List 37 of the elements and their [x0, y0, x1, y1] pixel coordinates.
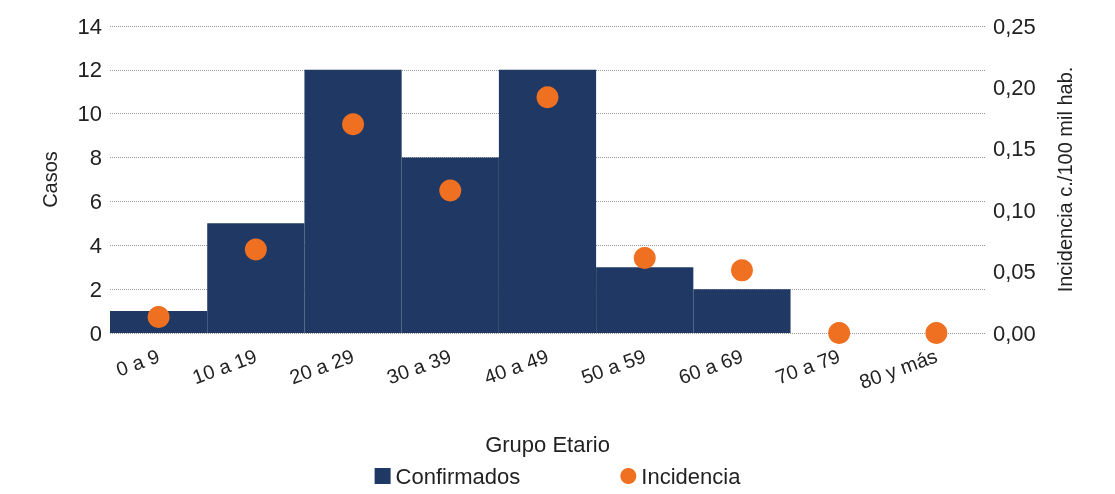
y-tick-label: 0 — [89, 320, 102, 346]
point — [925, 322, 948, 344]
point — [730, 259, 753, 282]
point — [244, 238, 267, 261]
legend-label: Confirmados — [395, 463, 521, 489]
x-axis-title: Grupo Etario — [485, 431, 610, 457]
y-tick-label: 14 — [77, 13, 102, 39]
point — [439, 179, 462, 202]
point — [342, 113, 365, 136]
point — [147, 306, 170, 329]
y2-tick-label: 0,15 — [993, 136, 1036, 162]
y-tick-label: 6 — [89, 188, 102, 214]
x-tick-label: 60 a 69 — [675, 344, 746, 389]
y2-tick-label: 0,00 — [993, 320, 1036, 346]
y-axis-title: Casos — [39, 151, 61, 208]
y2-tick-label: 0,05 — [993, 259, 1036, 285]
point — [536, 86, 559, 109]
point — [633, 247, 656, 270]
x-tick-label: 80 y más — [856, 344, 941, 394]
y-tick-label: 8 — [89, 145, 102, 171]
x-tick-label: 70 a 79 — [772, 344, 843, 389]
x-tick-label: 30 a 39 — [383, 344, 455, 389]
y2-tick-label: 0,10 — [993, 197, 1036, 223]
x-tick-label: 40 a 49 — [481, 344, 552, 389]
y2-tick-label: 0,20 — [993, 74, 1036, 100]
y-tick-label: 2 — [89, 276, 102, 302]
point — [828, 322, 851, 344]
x-tick-label: 20 a 29 — [286, 344, 357, 389]
y-tick-label: 4 — [89, 232, 102, 258]
legend-label: Incidencia — [641, 463, 742, 489]
x-tick-label: 10 a 19 — [189, 344, 260, 389]
x-tick-label: 0 a 9 — [113, 344, 163, 381]
y-tick-label: 10 — [77, 101, 102, 127]
y2-tick-label: 0,25 — [993, 13, 1036, 39]
y2-axis-title: Incidencia c./100 mil hab. — [1054, 66, 1076, 293]
y-tick-label: 12 — [77, 57, 102, 83]
x-tick-label: 50 a 59 — [578, 344, 649, 389]
